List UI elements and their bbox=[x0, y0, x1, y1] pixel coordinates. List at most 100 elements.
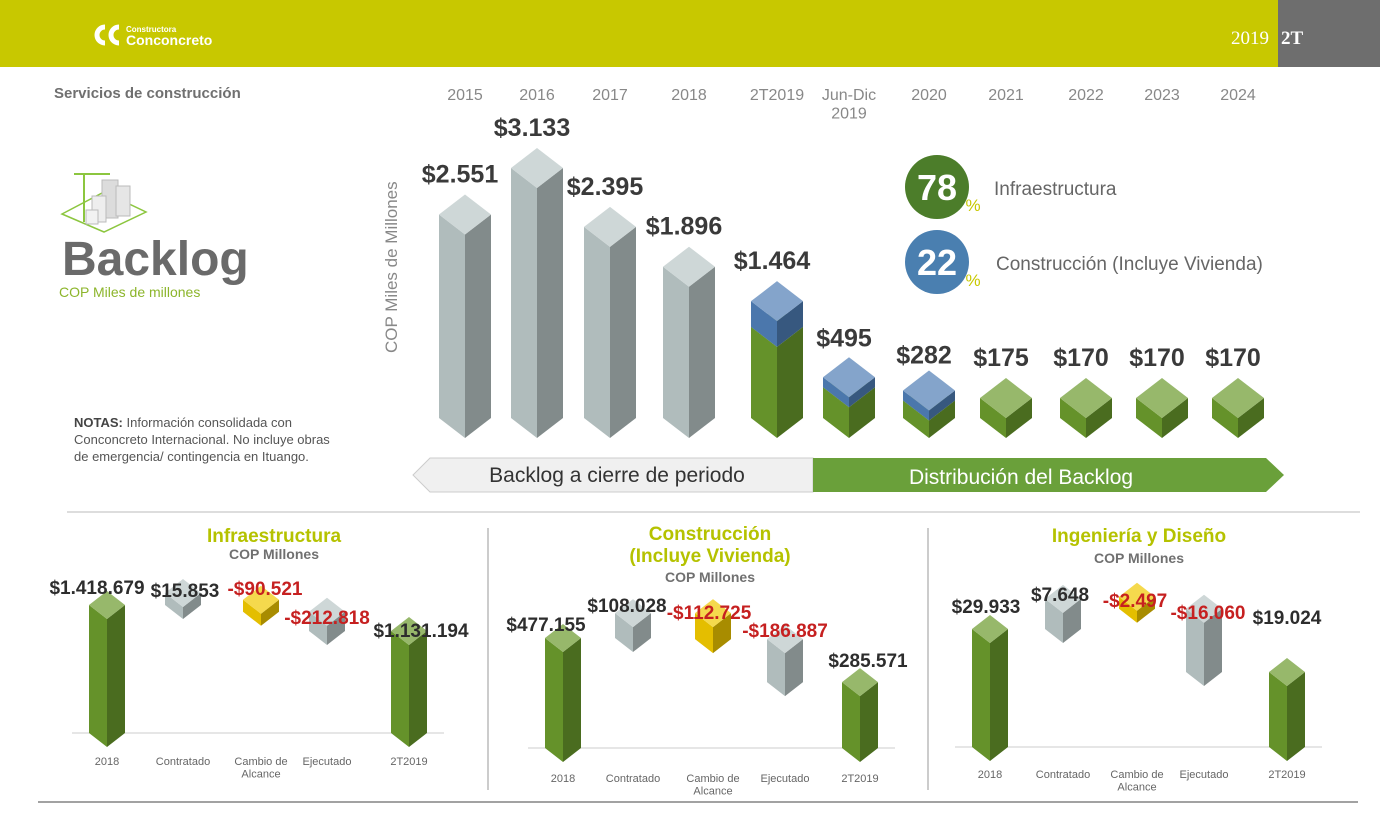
pct-number-1: 22 bbox=[917, 242, 957, 283]
backlog-bar-green-6-right bbox=[929, 400, 955, 438]
band-label-left: Backlog a cierre de periodo bbox=[489, 464, 745, 487]
logo-small-text: Constructora bbox=[126, 25, 177, 34]
backlog-bar-1-right bbox=[537, 168, 563, 438]
company-logo: Constructora Conconcreto bbox=[92, 24, 213, 48]
pct-label-1: Construcción (Incluye Vivienda) bbox=[996, 254, 1263, 275]
panel-2-bar-2-right bbox=[1137, 596, 1155, 623]
period-year: 2019 bbox=[1231, 28, 1269, 49]
backlog-bar-1-top bbox=[511, 148, 563, 188]
backlog-bar-0-right bbox=[465, 214, 491, 438]
backlog-value-10: $170 bbox=[1205, 344, 1261, 372]
panel-1-bar-2-right bbox=[713, 613, 731, 654]
backlog-bar-9-left bbox=[1136, 398, 1162, 438]
panel-2-bar-3-top bbox=[1186, 594, 1222, 623]
backlog-bar-green-4-right bbox=[777, 326, 803, 438]
year-label-5: Jun-Dic 2019 bbox=[822, 87, 876, 122]
panel-2-value-2: -$2.497 bbox=[1103, 591, 1167, 612]
panel-2-value-0: $29.933 bbox=[952, 597, 1021, 618]
panel-2-category-2: Cambio de Alcance bbox=[1110, 769, 1163, 794]
backlog-bar-blue-6-top bbox=[903, 370, 955, 411]
year-label-1: 2016 bbox=[519, 87, 555, 104]
backlog-value-2: $2.395 bbox=[567, 173, 644, 201]
year-label-3: 2018 bbox=[671, 87, 707, 104]
backlog-bar-0-top bbox=[439, 194, 491, 235]
backlog-bar-0-left bbox=[439, 214, 465, 438]
backlog-bar-1 bbox=[511, 148, 563, 438]
panel-2-category-0: 2018 bbox=[978, 769, 1002, 781]
logo-company-name: Conconcreto bbox=[126, 32, 213, 48]
panel-0-value-2: -$90.521 bbox=[227, 579, 302, 600]
backlog-bar-blue-4-top bbox=[751, 281, 803, 322]
panel-1-bar-3 bbox=[767, 625, 803, 697]
panel-0-bar-1-top bbox=[165, 579, 201, 607]
panel-2-category-4: 2T2019 bbox=[1268, 769, 1305, 781]
panel-0-bar-0-left bbox=[89, 605, 107, 747]
panel-0-bar-0-right bbox=[107, 605, 125, 747]
panel-0-value-4: $1.131.194 bbox=[373, 621, 469, 642]
panel-0-category-3: Ejecutado bbox=[303, 756, 352, 768]
backlog-bar-7-top bbox=[980, 378, 1032, 418]
notes-text: NOTAS: Información consolidada con Conco… bbox=[74, 414, 334, 465]
panel-0-bar-4-top bbox=[391, 616, 427, 645]
panel-1-bar-0-top bbox=[545, 624, 581, 652]
panel-1-bar-0-right bbox=[563, 638, 581, 762]
panel-2-bar-0-left bbox=[972, 629, 990, 761]
panel-0-bar-3-left bbox=[309, 611, 327, 645]
panel-1-category-2: Cambio de Alcance bbox=[686, 773, 739, 798]
backlog-value-3: $1.896 bbox=[646, 213, 722, 241]
year-label-6: 2020 bbox=[911, 87, 947, 104]
panel-2-bar-1-right bbox=[1063, 598, 1081, 643]
pct-number-0: 78 bbox=[917, 167, 957, 208]
notes-body: Información consolidada con Conconcreto … bbox=[74, 415, 330, 464]
backlog-bar-blue-6 bbox=[903, 370, 955, 421]
panel-0-bar-3-top bbox=[309, 597, 345, 626]
backlog-bar-7-right bbox=[1006, 398, 1032, 438]
backlog-bar-9 bbox=[1136, 378, 1188, 438]
header-bar bbox=[0, 0, 1380, 67]
panel-2-bar-4 bbox=[1269, 658, 1305, 761]
backlog-bar-3-top bbox=[663, 246, 715, 287]
panel-2-bar-3-right bbox=[1204, 608, 1222, 687]
band-arrow bbox=[412, 457, 1284, 493]
year-label-2: 2017 bbox=[592, 87, 628, 104]
backlog-value-4: $1.464 bbox=[734, 247, 811, 275]
backlog-bar-green-5-left bbox=[823, 387, 849, 438]
panel-1-bar-4-right bbox=[860, 682, 878, 762]
panel-2-value-4: $19.024 bbox=[1253, 608, 1322, 629]
panel-unit-0: COP Millones bbox=[229, 546, 319, 562]
panel-2-bar-4-right bbox=[1287, 672, 1305, 761]
panel-1-bar-2-left bbox=[695, 613, 713, 654]
pct-sign-0: % bbox=[965, 196, 980, 215]
backlog-bar-10 bbox=[1212, 378, 1264, 438]
backlog-value-5: $495 bbox=[816, 325, 872, 353]
panel-0-bar-3 bbox=[309, 597, 345, 645]
panel-2-bar-2 bbox=[1119, 582, 1155, 623]
panel-0-category-1: Contratado bbox=[156, 756, 210, 768]
panel-2-bar-3-left bbox=[1186, 608, 1204, 687]
panel-unit-1: COP Millones bbox=[665, 569, 755, 585]
year-label-10: 2024 bbox=[1220, 87, 1256, 104]
panel-1-bar-1-left bbox=[615, 613, 633, 652]
panel-1-value-4: $285.571 bbox=[828, 651, 908, 672]
backlog-value-9: $170 bbox=[1129, 344, 1185, 372]
panel-2-bar-4-left bbox=[1269, 672, 1287, 761]
backlog-value-7: $175 bbox=[973, 344, 1029, 372]
backlog-bar-7 bbox=[980, 378, 1032, 438]
year-label-0: 2015 bbox=[447, 87, 483, 104]
panel-1-value-3: -$186.887 bbox=[742, 621, 828, 642]
backlog-bar-3 bbox=[663, 246, 715, 438]
panel-unit-2: COP Millones bbox=[1094, 550, 1184, 566]
panel-0-bar-1 bbox=[165, 579, 201, 619]
backlog-bar-10-left bbox=[1212, 398, 1238, 438]
panel-1-bar-4-top bbox=[842, 668, 878, 697]
panel-1-bar-0-left bbox=[545, 638, 563, 762]
panel-2-bar-0-top bbox=[972, 615, 1008, 643]
panel-title-1: Construcción (Incluye Vivienda) bbox=[629, 524, 790, 567]
panel-0-bar-0-top bbox=[89, 591, 125, 619]
panel-1-category-3: Ejecutado bbox=[761, 773, 810, 785]
period-quarter: 2T bbox=[1281, 28, 1304, 49]
panel-2-bar-1-top bbox=[1045, 584, 1081, 613]
panel-0-category-2: Cambio de Alcance bbox=[234, 756, 287, 781]
panel-2-category-3: Ejecutado bbox=[1180, 769, 1229, 781]
